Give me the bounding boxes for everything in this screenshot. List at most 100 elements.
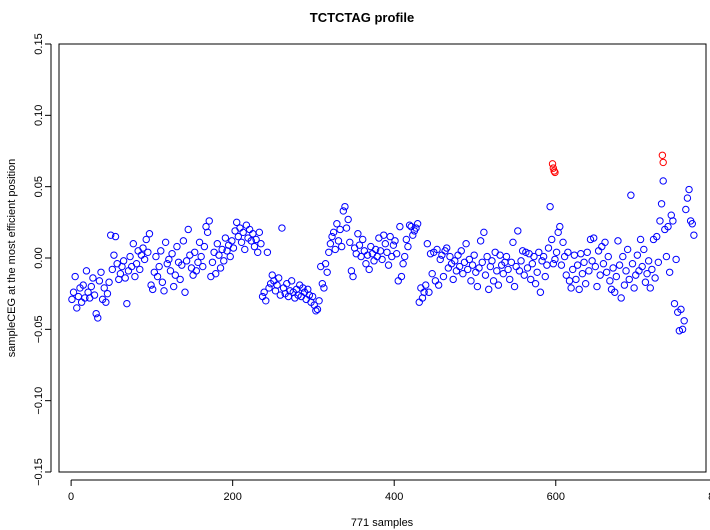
data-point (239, 228, 247, 237)
data-point (517, 257, 525, 265)
data-point (132, 260, 141, 268)
data-point (192, 267, 201, 275)
data-point (161, 238, 170, 247)
data-point (680, 317, 688, 325)
data-point (431, 277, 440, 285)
data-point (638, 262, 646, 271)
data-point (221, 234, 230, 242)
data-point (325, 248, 333, 256)
y-tick-label: −0.05 (33, 315, 45, 343)
data-point (329, 228, 338, 237)
data-point (454, 251, 462, 259)
data-point (623, 245, 632, 254)
data-point (396, 222, 404, 231)
data-point (551, 255, 559, 264)
data-point (585, 267, 593, 275)
data-point (488, 257, 496, 265)
y-tick-label: 0.10 (33, 105, 45, 126)
data-point (375, 234, 383, 242)
data-point (215, 251, 223, 259)
data-point (472, 268, 480, 276)
data-point (81, 294, 89, 302)
data-point (134, 247, 142, 255)
data-point (71, 272, 79, 281)
data-point (643, 269, 651, 278)
data-point (191, 248, 199, 256)
data-point (153, 272, 162, 281)
data-point (551, 168, 559, 177)
data-point (181, 288, 189, 296)
data-point (593, 282, 601, 291)
data-point (544, 244, 553, 252)
data-point (234, 232, 243, 241)
data-point (455, 262, 464, 271)
data-point (439, 272, 448, 281)
data-point (195, 238, 204, 247)
data-point (444, 264, 453, 272)
data-point (578, 269, 587, 278)
data-point (539, 252, 548, 261)
data-point (283, 279, 291, 288)
data-point (157, 247, 165, 255)
data-point (150, 268, 159, 276)
data-point (349, 272, 357, 281)
data-point (615, 261, 624, 269)
x-tick-label: 400 (385, 491, 403, 503)
data-point (662, 252, 671, 261)
x-axis: 0 200 400 600 800 (68, 479, 710, 503)
data-point (242, 221, 251, 229)
data-point (155, 262, 163, 271)
data-point (630, 284, 638, 292)
data-point (564, 248, 572, 256)
data-point (594, 247, 603, 255)
data-point (171, 271, 180, 279)
data-point (148, 285, 157, 294)
data-point (677, 305, 685, 314)
data-point (158, 278, 167, 286)
data-point (682, 205, 690, 214)
data-point (512, 262, 520, 271)
y-tick-label: 0.00 (33, 247, 45, 268)
data-point (596, 271, 604, 279)
data-point (510, 282, 519, 291)
data-point (336, 225, 344, 234)
data-point (569, 265, 577, 274)
data-point (405, 221, 414, 229)
data-point (658, 151, 667, 159)
data-point (346, 238, 354, 247)
y-tick-label: 0.05 (33, 176, 45, 197)
data-point (359, 235, 367, 244)
data-point (68, 295, 76, 304)
data-point (85, 294, 94, 302)
data-point (562, 271, 570, 279)
data-point (229, 244, 238, 252)
data-point (331, 245, 339, 254)
data-point (187, 264, 196, 272)
data-point (481, 271, 490, 279)
data-point (176, 275, 184, 284)
data-point (531, 279, 540, 288)
chart-title: TCTCTAG profile (310, 10, 414, 25)
data-point (124, 267, 133, 275)
data-point (383, 248, 391, 256)
data-point (220, 257, 228, 265)
data-point (580, 258, 588, 266)
data-point (173, 242, 181, 251)
data-point (166, 267, 175, 275)
data-point (371, 245, 380, 254)
data-point (275, 274, 283, 282)
data-point (257, 240, 265, 248)
data-point (483, 252, 491, 261)
data-point (139, 244, 147, 252)
data-point (528, 260, 537, 268)
data-point (391, 237, 399, 245)
data-point (678, 325, 687, 334)
data-point (559, 238, 567, 247)
y-tick-label: 0.15 (33, 33, 45, 54)
data-point (312, 307, 320, 315)
data-point (502, 252, 511, 261)
data-point (287, 277, 296, 285)
data-point (496, 251, 504, 259)
data-point (669, 217, 677, 225)
